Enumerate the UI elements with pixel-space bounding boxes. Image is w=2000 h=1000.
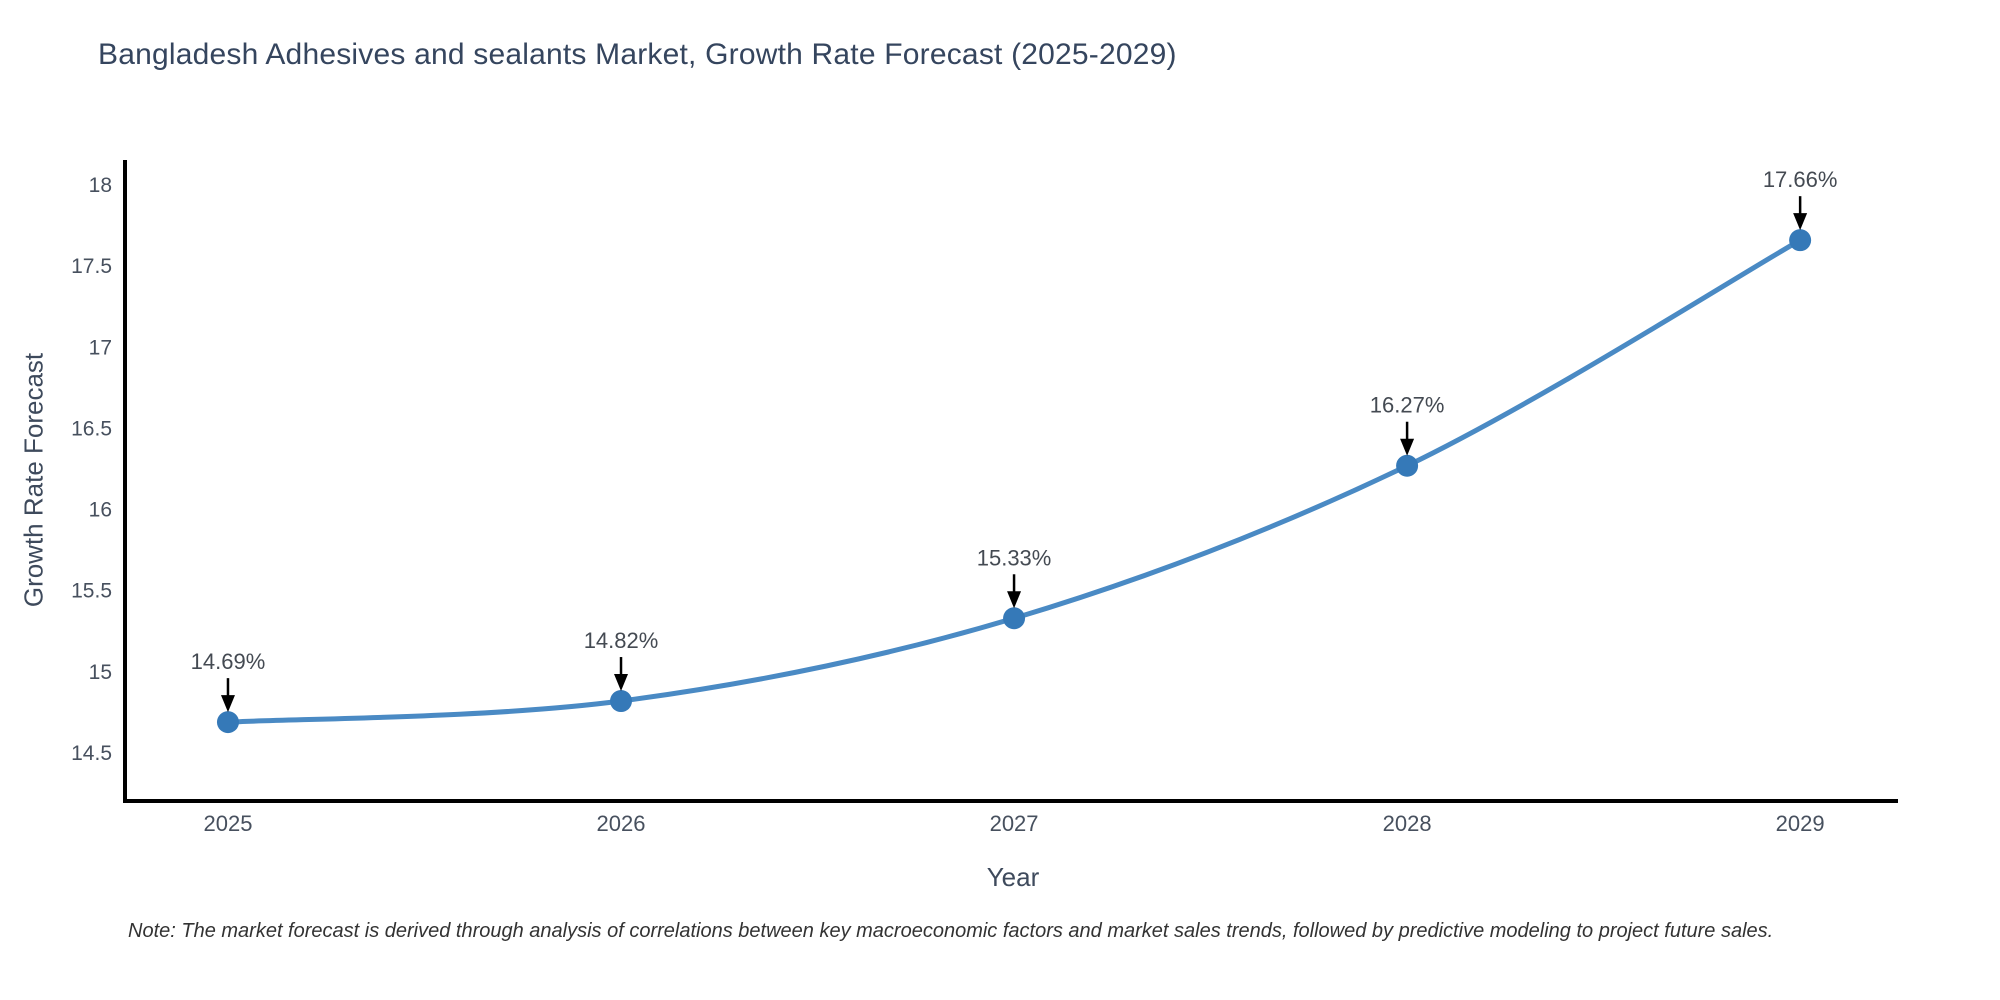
data-point-marker (1789, 229, 1812, 252)
x-tick-label: 2025 (203, 811, 252, 836)
y-tick-label: 18 (89, 174, 112, 197)
annotation-arrow-head (1007, 591, 1022, 609)
forecast-line (225, 237, 1803, 725)
y-tick-label: 15 (89, 661, 112, 684)
annotation-label: 15.33% (977, 545, 1052, 570)
y-tick-label: 16 (89, 499, 112, 522)
footnote: Note: The market forecast is derived thr… (128, 920, 1774, 942)
annotation-arrow-head (614, 674, 629, 692)
annotation-arrow-head (220, 695, 235, 713)
data-point-marker (1396, 454, 1419, 477)
y-tick-label: 14.5 (71, 742, 112, 765)
x-tick-label: 2029 (1776, 811, 1825, 836)
annotation-label: 17.66% (1763, 167, 1838, 192)
data-point-marker (216, 711, 239, 734)
data-point-marker (1003, 607, 1026, 630)
x-tick-label: 2027 (990, 811, 1039, 836)
annotation-arrow-head (1400, 438, 1415, 456)
x-tick-label: 2028 (1383, 811, 1432, 836)
data-point-marker (610, 690, 633, 713)
annotation-label: 14.82% (584, 628, 659, 653)
x-axis-title: Year (986, 862, 1040, 892)
y-tick-label: 16.5 (71, 417, 112, 440)
y-tick-label: 17.5 (71, 255, 112, 278)
annotation-arrow-head (1793, 213, 1808, 231)
annotation-label: 14.69% (191, 649, 266, 674)
y-tick-label: 17 (89, 336, 112, 359)
annotation-label: 16.27% (1370, 393, 1445, 418)
chart-title: Bangladesh Adhesives and sealants Market… (98, 38, 1177, 71)
y-tick-label: 15.5 (71, 580, 112, 603)
x-tick-label: 2026 (597, 811, 646, 836)
